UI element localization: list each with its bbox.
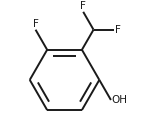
Text: F: F: [33, 19, 39, 29]
Text: F: F: [115, 25, 121, 35]
Text: F: F: [80, 1, 86, 11]
Text: OH: OH: [112, 95, 128, 105]
